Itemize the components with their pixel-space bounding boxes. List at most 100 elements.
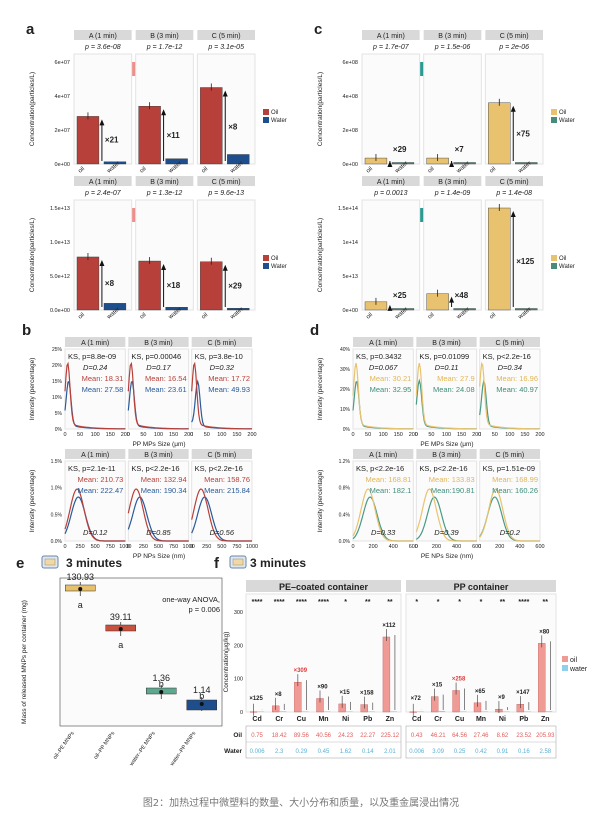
bar-water xyxy=(453,308,476,311)
x-tick-label: Cr xyxy=(434,716,442,723)
y-tick-label: 25% xyxy=(52,347,63,353)
y-tick-label: 1.0% xyxy=(51,486,63,492)
legend-label: water xyxy=(569,666,588,673)
y-axis-label: Concentration(particles/L) xyxy=(29,218,36,292)
y-tick-label: 10% xyxy=(52,395,63,401)
facet-strip xyxy=(406,580,556,592)
legend-swatch-oil xyxy=(551,109,557,115)
panel-letter-a: a xyxy=(26,21,35,38)
x-tick-label: oil xyxy=(427,312,435,320)
density-curve-oil xyxy=(127,361,189,430)
bar-oil xyxy=(76,116,100,165)
facet-strip xyxy=(423,176,482,186)
fold-change-label: ×15 xyxy=(432,683,443,689)
table-cell-water: 0.25 xyxy=(454,749,466,755)
x-tick-label: Ni xyxy=(499,716,506,723)
facet-plot-area xyxy=(361,53,421,165)
y-axis-label: Intensity (percentage) xyxy=(29,358,36,421)
fold-change-label: ×8 xyxy=(105,279,115,288)
facet-strip xyxy=(353,449,414,459)
bar-water xyxy=(103,303,127,311)
legend-swatch-water xyxy=(263,117,269,123)
legend-label: Water xyxy=(559,118,575,124)
y-tick-label: 1.2% xyxy=(339,459,351,465)
x-tick-label: 50 xyxy=(492,432,498,438)
x-tick-label: oil xyxy=(365,312,373,320)
y-tick-label: 100 xyxy=(234,677,243,683)
fold-change-label: ×15 xyxy=(340,690,351,696)
facet-label: B (3 min) xyxy=(144,340,172,347)
group-letter: a xyxy=(78,600,83,610)
legend-swatch-water xyxy=(551,117,557,123)
fold-arrow-head xyxy=(99,259,105,266)
density-curve-oil xyxy=(415,488,477,542)
ks-test-label: KS, p<2.2e-16 xyxy=(356,464,404,473)
facet-plot-area xyxy=(479,348,541,430)
figure-caption: 图2：加热过程中微塑料的数量、大小分布和质量，以及重金属浸出情况 xyxy=(142,798,460,809)
ks-test-label: KS, p=8.8e-09 xyxy=(68,352,116,361)
facet-label: B (3 min) xyxy=(150,33,178,40)
facet-label: A (1 min) xyxy=(377,33,405,40)
facet-strip xyxy=(485,176,543,186)
bar-oil xyxy=(382,636,391,713)
y-tick-label: 0.4% xyxy=(339,512,351,518)
y-tick-label: 15% xyxy=(52,379,63,385)
x-tick-label: 100 xyxy=(442,432,451,438)
facet-strip xyxy=(353,337,414,347)
x-tick-label: 600 xyxy=(409,544,418,550)
x-tick-label: 200 xyxy=(535,432,544,438)
facet-strip xyxy=(423,30,482,40)
p-value: p = 1.7e-07 xyxy=(372,44,410,51)
x-tick-label: 0 xyxy=(415,432,418,438)
legend-swatch-water xyxy=(562,665,568,671)
bar-water xyxy=(391,308,415,311)
ks-test-label: KS, p=0.3432 xyxy=(356,352,402,361)
container-label: PE–coated container xyxy=(279,582,369,592)
bar-water xyxy=(502,711,510,712)
x-tick-label: 750 xyxy=(106,544,115,550)
facet-strip xyxy=(135,30,194,40)
mean-water-label: Mean: 215.84 xyxy=(204,486,250,495)
bar-oil xyxy=(76,256,100,311)
x-tick-label: Zn xyxy=(541,716,550,723)
fold-change-label: ×8 xyxy=(275,692,283,698)
x-tick-label: 50 xyxy=(204,432,210,438)
x-tick-label: 150 xyxy=(232,432,241,438)
x-tick-label: oil xyxy=(427,166,435,174)
y-tick-label: 0.0% xyxy=(339,539,351,545)
fold-change-label: ×18 xyxy=(167,281,181,290)
significance-stars: * xyxy=(344,599,347,606)
legend-swatch-oil xyxy=(562,656,568,662)
table-cell-water: 0.16 xyxy=(518,749,530,755)
facet-plot-area xyxy=(127,348,190,430)
mean-water-label: Mean: 24.08 xyxy=(433,385,475,394)
x-tick-label: 250 xyxy=(202,544,211,550)
x-tick-label: 200 xyxy=(432,544,441,550)
x-tick-label: 150 xyxy=(106,432,115,438)
table-cell-oil: 22.27 xyxy=(360,733,376,739)
x-tick-label: 200 xyxy=(247,432,256,438)
y-axis-label: Mass of released MNPs per container (mg) xyxy=(21,600,28,724)
facet-strip xyxy=(362,30,420,40)
table-cell-oil: 64.56 xyxy=(452,733,468,739)
density-curve-oil xyxy=(352,362,414,430)
facet-label: C (5 min) xyxy=(500,179,529,186)
ks-test-label: KS, p<2.2e-16 xyxy=(483,352,531,361)
bar-water xyxy=(279,711,287,712)
y-tick-label: 0% xyxy=(343,427,351,433)
facet-plot-area xyxy=(405,593,557,713)
x-tick-label: oil xyxy=(201,166,209,174)
x-tick-label: 150 xyxy=(457,432,466,438)
x-tick-label: 50 xyxy=(140,432,146,438)
table-cell-water: 0.45 xyxy=(318,749,330,755)
table-cell-water: 0.42 xyxy=(475,749,487,755)
x-tick-label: oil xyxy=(489,312,497,320)
x-tick-label: water–PP MNPs xyxy=(169,731,198,768)
legend-label: Oil xyxy=(271,256,278,262)
bar-water xyxy=(367,711,375,712)
x-tick-label: 750 xyxy=(169,544,178,550)
fold-change-label: ×309 xyxy=(294,668,308,674)
fold-change-label: ×90 xyxy=(317,684,328,690)
table-cell-oil: 40.56 xyxy=(316,733,332,739)
significance-stars: * xyxy=(415,599,418,606)
